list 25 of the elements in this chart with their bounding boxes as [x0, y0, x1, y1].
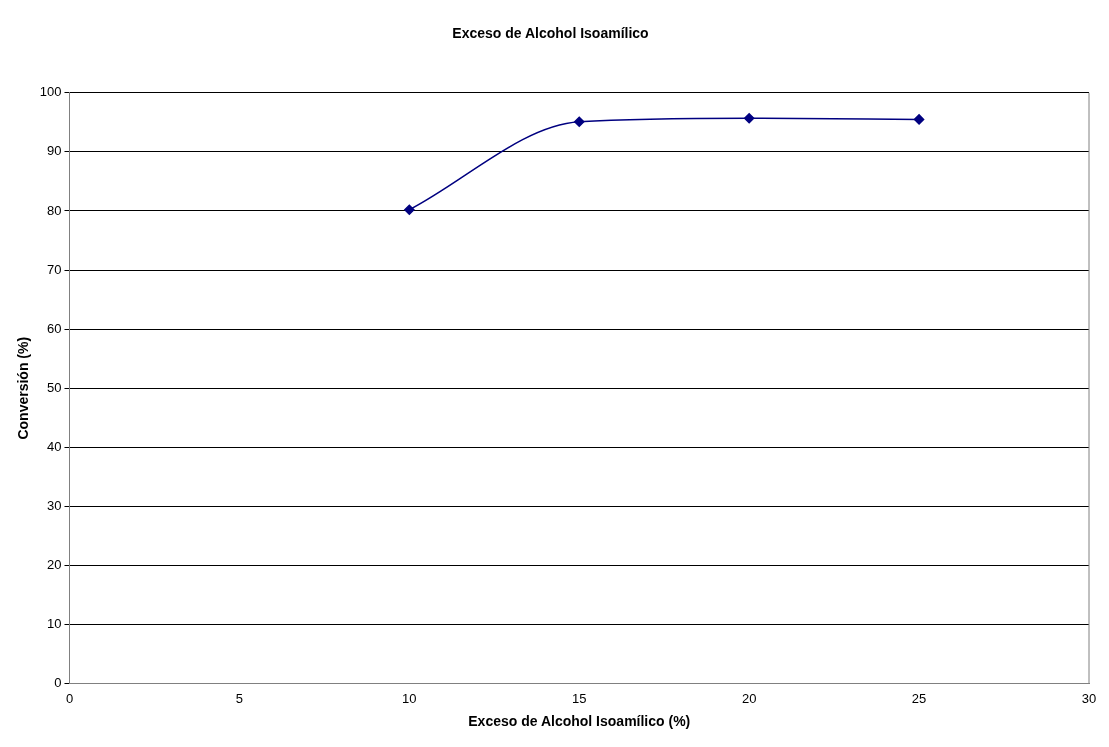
x-tick-label: 20 — [741, 690, 757, 706]
x-tick-label: 5 — [235, 690, 244, 706]
y-tick-label: 20 — [47, 557, 62, 573]
x-tick-label: 15 — [572, 690, 587, 706]
y-tick-label: 90 — [47, 143, 62, 159]
x-tick-label: 10 — [402, 690, 417, 706]
y-tick-label: 100 — [39, 84, 62, 100]
y-tick-label: 40 — [47, 438, 62, 454]
y-tick-label: 50 — [47, 379, 62, 395]
x-tick-label: 25 — [911, 690, 927, 706]
point — [913, 114, 925, 125]
y-axis-title: Conversión (%) — [15, 336, 32, 440]
point — [404, 204, 415, 216]
point — [574, 116, 585, 127]
y-tick-label: 30 — [47, 497, 62, 513]
y-tick-label: 60 — [47, 320, 62, 336]
point — [743, 112, 755, 124]
x-tick-label: 30 — [1081, 690, 1097, 706]
x-axis-title: Exceso de Alcohol Isoamílico (%) — [468, 713, 691, 730]
x-tick-label: 0 — [65, 690, 74, 706]
chart-title: Exceso de Alcohol Isoamílico — [452, 25, 649, 42]
y-tick-label: 80 — [47, 202, 62, 218]
y-tick-label: 70 — [47, 261, 62, 277]
y-tick-label: 10 — [47, 616, 62, 632]
y-tick-label: 0 — [54, 675, 62, 691]
